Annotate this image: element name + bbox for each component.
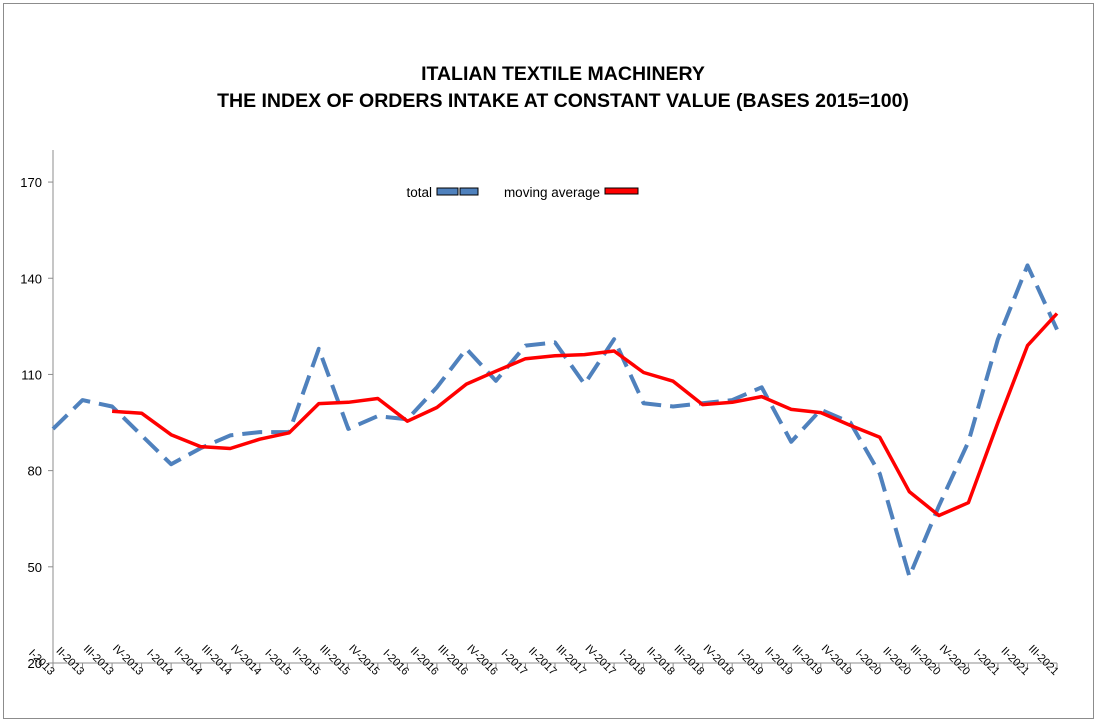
legend-swatch-dash — [459, 187, 479, 196]
y-tick-label: 80 — [28, 464, 42, 479]
x-tick-label: III-2015 — [317, 643, 352, 678]
y-tick-label: 50 — [28, 560, 42, 575]
legend: total moving average — [406, 185, 639, 200]
series-line-total — [51, 263, 1059, 579]
x-tick-label: III-2016 — [435, 643, 470, 678]
x-tick-label: III-2018 — [671, 643, 706, 678]
x-tick-label: IV-2017 — [582, 642, 617, 677]
x-tick-label: III-2017 — [553, 643, 588, 678]
legend-swatch-line — [604, 187, 639, 195]
x-tick-label: IV-2016 — [464, 642, 499, 677]
x-tick-label: III-2021 — [1026, 643, 1061, 678]
x-tick-label: III-2020 — [908, 643, 943, 678]
chart-title: ITALIAN TEXTILE MACHINERY THE INDEX OF O… — [217, 63, 909, 112]
x-tick-label: IV-2014 — [228, 642, 263, 677]
legend-swatch-total — [436, 187, 479, 196]
x-tick-label: III-2019 — [790, 643, 825, 678]
y-tick-label: 170 — [20, 175, 42, 190]
x-tick-label: IV-2019 — [819, 642, 854, 677]
y-tick-label: 140 — [20, 271, 42, 286]
x-tick-label: III-2014 — [199, 643, 234, 678]
x-tick-label: IV-2013 — [110, 642, 145, 677]
chart-title-line-2: THE INDEX OF ORDERS INTAKE AT CONSTANT V… — [217, 90, 909, 112]
x-tick-label: III-2013 — [81, 643, 116, 678]
legend-label-total: total — [406, 185, 432, 200]
legend-label-moving-average: moving average — [504, 185, 600, 200]
y-tick-label: 110 — [21, 367, 42, 382]
legend-swatch-moving-average — [604, 187, 639, 195]
chart-title-line-1: ITALIAN TEXTILE MACHINERY — [421, 63, 705, 85]
x-tick-label: IV-2018 — [701, 642, 736, 677]
axes: 205080110140170I-2013II-2013III-2013IV-2… — [20, 150, 1061, 678]
y-tick-label: 20 — [28, 656, 42, 671]
x-tick-label: IV-2015 — [346, 642, 381, 677]
series-line-moving-average — [111, 312, 1059, 518]
plot-area — [51, 263, 1059, 579]
chart-frame — [3, 3, 1094, 719]
legend-swatch-dash — [436, 187, 459, 196]
x-tick-label: IV-2020 — [937, 642, 972, 677]
